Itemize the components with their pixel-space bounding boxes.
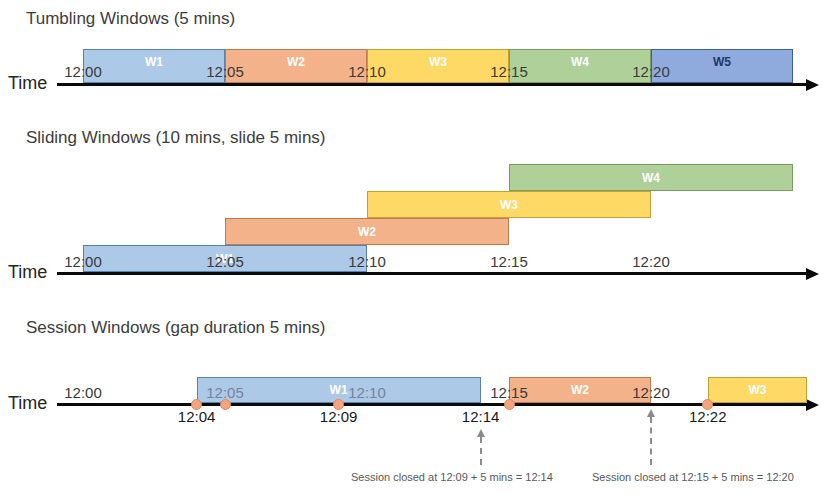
window-w3: W3: [367, 191, 651, 218]
window-w3: W3: [708, 377, 807, 403]
tick-label: 12:10: [332, 253, 402, 270]
window-w4: W4: [509, 164, 793, 191]
event-time-label: 12:04: [162, 408, 232, 425]
tick-label: 12:00: [48, 253, 118, 270]
tick-label: 12:00: [48, 384, 118, 401]
window-label: W4: [510, 171, 792, 185]
axis-arrowhead-icon: [806, 79, 819, 91]
event-dot: [504, 399, 515, 410]
tick-label: 12:15: [474, 253, 544, 270]
sliding-section-title: Sliding Windows (10 mins, slide 5 mins): [26, 128, 326, 148]
event-dot: [220, 399, 231, 410]
window-label: W3: [368, 198, 650, 212]
windowing-diagram: Tumbling Windows (5 mins) Time W1W2W3W4W…: [0, 0, 829, 498]
session-section-title: Session Windows (gap duration 5 mins): [26, 318, 326, 338]
session-annotation: Session closed at 12:15 + 5 mins = 12:20: [592, 471, 794, 483]
tick-label: 12:05: [190, 63, 260, 80]
time-axis-label: Time: [8, 262, 47, 283]
tick-label: 12:20: [616, 384, 686, 401]
axis-arrowhead-icon: [806, 268, 819, 280]
session-annotation: Session closed at 12:09 + 5 mins = 12:14: [351, 471, 553, 483]
time-axis-line: [57, 272, 806, 275]
tumbling-section-title: Tumbling Windows (5 mins): [26, 9, 235, 29]
time-axis-line: [57, 403, 806, 406]
tick-label: 12:00: [48, 63, 118, 80]
window-w2: W2: [225, 218, 509, 245]
time-axis-line: [57, 83, 806, 86]
axis-arrowhead-icon: [806, 399, 819, 411]
tick-label: 12:20: [616, 253, 686, 270]
tick-label: 12:15: [474, 63, 544, 80]
time-axis-label: Time: [8, 393, 47, 414]
up-arrow-icon: [650, 417, 652, 465]
tick-label: 12:05: [190, 253, 260, 270]
window-label: W2: [226, 225, 508, 239]
tick-label: 12:10: [332, 63, 402, 80]
event-time-label: 12:14: [446, 408, 516, 425]
up-arrow-icon: [480, 437, 482, 465]
event-time-label: 12:09: [304, 408, 374, 425]
tick-label: 12:10: [332, 384, 402, 401]
window-label: W3: [709, 383, 806, 397]
tick-label: 12:20: [616, 63, 686, 80]
time-axis-label: Time: [8, 73, 47, 94]
event-time-label: 12:22: [673, 408, 743, 425]
